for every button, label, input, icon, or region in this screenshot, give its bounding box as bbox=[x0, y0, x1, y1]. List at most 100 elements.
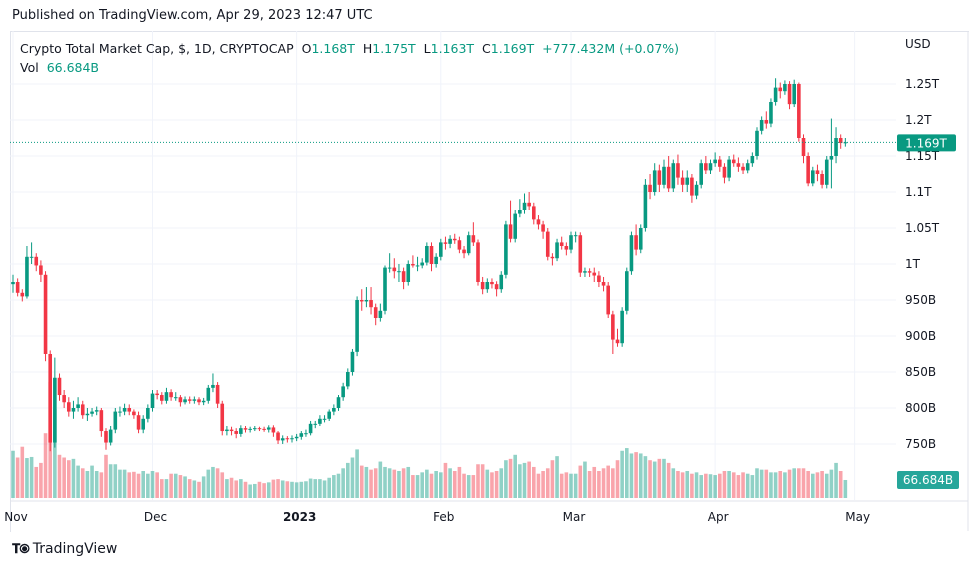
volume-bar bbox=[136, 473, 141, 498]
candle-body bbox=[592, 272, 597, 276]
candle-body bbox=[643, 184, 648, 228]
volume-bar bbox=[727, 471, 731, 498]
footer-brand[interactable]: TradingView bbox=[32, 541, 118, 557]
candle-body bbox=[452, 238, 457, 241]
candle-body bbox=[304, 433, 308, 435]
candle-body bbox=[29, 256, 34, 258]
candle-body bbox=[843, 142, 848, 144]
candle-body bbox=[652, 170, 657, 192]
last-volume-badge bbox=[897, 471, 959, 489]
candle-body bbox=[480, 282, 485, 290]
candle-body bbox=[713, 159, 717, 164]
candle-body bbox=[583, 271, 587, 273]
candle-body bbox=[239, 428, 243, 434]
candle-body bbox=[699, 163, 703, 185]
candle-body bbox=[225, 429, 229, 432]
candle-body bbox=[420, 262, 424, 266]
volume-bar bbox=[150, 471, 155, 498]
candle-body bbox=[43, 274, 48, 354]
volume-bar bbox=[173, 473, 178, 498]
volume-bar bbox=[773, 472, 778, 498]
volume-bar bbox=[276, 479, 280, 498]
candle-body bbox=[625, 271, 629, 311]
volume-bar bbox=[132, 471, 136, 498]
volume-bar bbox=[99, 472, 104, 498]
candle-body bbox=[108, 429, 113, 443]
x-tick-label: Feb bbox=[433, 510, 454, 524]
volume-bar bbox=[601, 468, 606, 498]
candle-body bbox=[657, 170, 662, 185]
candle-body bbox=[425, 246, 429, 263]
symbol-title[interactable]: Crypto Total Market Cap, $, 1D, CRYPTOCA… bbox=[20, 41, 294, 56]
candle-body bbox=[90, 411, 94, 414]
close-label: C bbox=[482, 41, 491, 56]
candle-body bbox=[318, 418, 322, 424]
candle-body bbox=[731, 159, 736, 164]
candle-body bbox=[648, 184, 652, 192]
volume-bar bbox=[197, 481, 201, 498]
volume-bar bbox=[71, 458, 76, 498]
volume-bar bbox=[234, 480, 238, 498]
candle-body bbox=[792, 84, 796, 105]
candle-body bbox=[80, 404, 85, 416]
candle-body bbox=[94, 410, 99, 412]
volume-bar bbox=[597, 471, 601, 498]
volume-bar bbox=[662, 458, 666, 498]
candle-body bbox=[141, 418, 145, 430]
candle-body bbox=[322, 418, 327, 420]
volume-bar bbox=[629, 453, 634, 498]
volume-bar bbox=[638, 453, 643, 498]
candle-body bbox=[573, 235, 578, 237]
candle-body bbox=[373, 307, 378, 318]
candle-body bbox=[160, 395, 164, 401]
volume-bar bbox=[652, 461, 657, 498]
volume-bar bbox=[322, 480, 327, 498]
x-tick-label: Mar bbox=[563, 510, 586, 524]
candle-body bbox=[132, 411, 136, 416]
volume-bar bbox=[731, 472, 736, 498]
volume-bar bbox=[573, 473, 578, 498]
volume-bar bbox=[392, 469, 397, 498]
candle-body bbox=[755, 130, 759, 156]
volume-bar bbox=[736, 475, 741, 498]
volume-bar bbox=[690, 473, 694, 498]
candle-body bbox=[443, 242, 448, 244]
candle-body bbox=[99, 410, 104, 432]
volume-bar bbox=[718, 473, 722, 498]
candle-body bbox=[578, 235, 583, 273]
candles bbox=[11, 78, 848, 452]
candle-body bbox=[127, 408, 132, 412]
volume-bar bbox=[332, 475, 336, 498]
volume-bar bbox=[680, 472, 685, 498]
open-value: 1.168T bbox=[311, 41, 355, 56]
volume-bar bbox=[160, 479, 164, 498]
candle-body bbox=[280, 438, 285, 441]
candle-body bbox=[773, 87, 778, 102]
volume-bar bbox=[11, 450, 15, 498]
y-tick-label: 800B bbox=[905, 401, 936, 415]
candle-body bbox=[606, 285, 610, 315]
candle-body bbox=[76, 404, 80, 408]
volume-bar bbox=[187, 479, 192, 498]
volume-bar bbox=[615, 460, 620, 498]
candle-body bbox=[434, 256, 438, 264]
volume-bar bbox=[141, 471, 145, 498]
candle-body bbox=[466, 235, 471, 254]
volume-bar bbox=[355, 449, 359, 498]
candle-body bbox=[704, 163, 708, 171]
volume-bar bbox=[290, 481, 294, 498]
candle-body bbox=[397, 271, 401, 273]
volume-bar bbox=[350, 457, 355, 498]
volume-bar bbox=[57, 454, 62, 498]
volume-bar bbox=[439, 472, 443, 498]
candle-body bbox=[206, 387, 211, 401]
candle-body bbox=[601, 282, 606, 286]
volume-bar bbox=[648, 460, 652, 498]
candle-body bbox=[736, 163, 741, 167]
volume-bar bbox=[178, 475, 183, 498]
candle-body bbox=[485, 282, 490, 290]
candle-body bbox=[569, 235, 573, 250]
volume-bar bbox=[243, 481, 248, 498]
y-tick-label: 1.15T bbox=[905, 149, 940, 163]
